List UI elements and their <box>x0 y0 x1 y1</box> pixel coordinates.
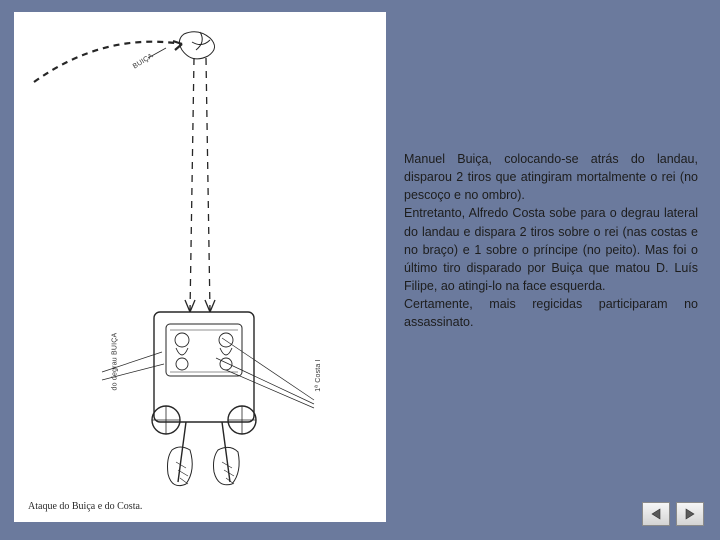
diagram-label-right: 1ª Costa I <box>315 359 322 392</box>
paragraph-3: Certamente, mais regicidas participaram … <box>404 295 698 331</box>
diagram-label-left: do degrau BUIÇA <box>111 333 118 391</box>
next-button[interactable] <box>676 502 704 526</box>
prev-button[interactable] <box>642 502 670 526</box>
attack-diagram <box>14 12 386 522</box>
illustration-caption: Ataque do Buiça e do Costa. <box>28 501 142 512</box>
description-text: Manuel Buiça, colocando-se atrás do land… <box>386 0 720 540</box>
slide-layout: do degrau BUIÇA 1ª Costa I BUIÇA Ataque … <box>0 0 720 540</box>
paragraph-2: Entretanto, Alfredo Costa sobe para o de… <box>404 204 698 295</box>
slide-nav <box>642 502 704 526</box>
triangle-left-icon <box>649 507 663 521</box>
paragraph-1: Manuel Buiça, colocando-se atrás do land… <box>404 150 698 204</box>
illustration-panel: do degrau BUIÇA 1ª Costa I BUIÇA Ataque … <box>14 12 386 522</box>
triangle-right-icon <box>683 507 697 521</box>
